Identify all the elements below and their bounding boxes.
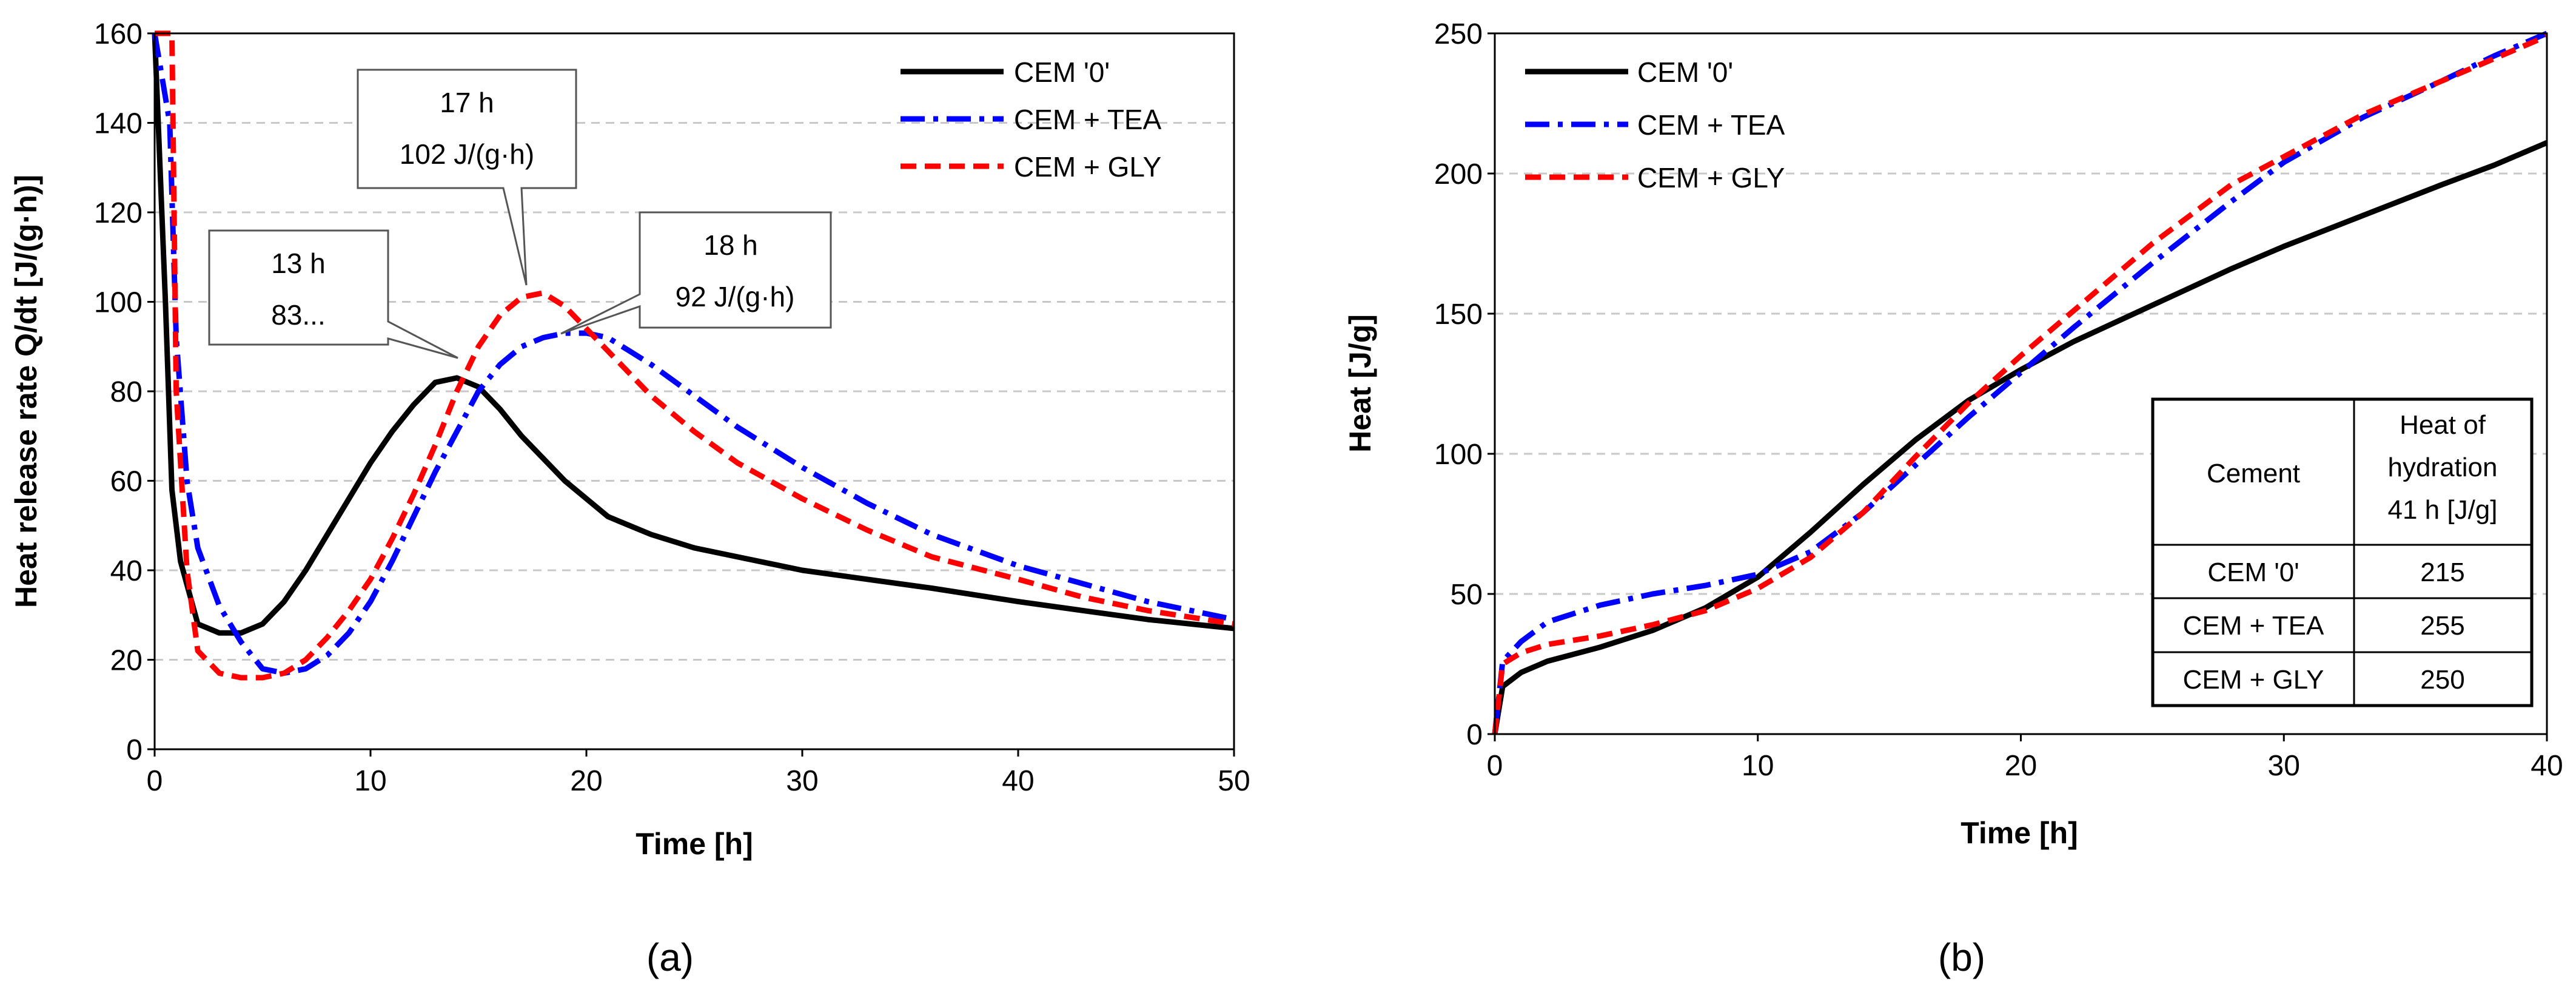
panel-b: 0 50 100 150 200 250 0 10 20 30 40 Time [h] Heat [… [1343, 18, 2563, 979]
callout-18h-line1: 18 h [703, 229, 758, 261]
table-row-1-cement: CEM + TEA [2183, 611, 2324, 641]
xtick-label-1-2: 20 [2005, 750, 2037, 782]
table-row-0-cement: CEM '0' [2207, 558, 2299, 587]
series-line-1-2 [1492, 33, 2548, 735]
ytick-label-0-0: 0 [126, 734, 143, 766]
xtick-label-1-0: 0 [1487, 750, 1503, 782]
ylabel-b: Heat [J/g] [1343, 314, 1377, 453]
callout-17h: 17 h 102 J/(g·h) [357, 69, 577, 286]
ytick-label-1-4: 200 [1434, 158, 1483, 190]
callout-13h-line2: 83... [271, 299, 326, 331]
callout-18h: 18 h 92 J/(g·h) [560, 211, 832, 335]
legend-a: CEM '0' CEM + TEA CEM + GLY [901, 56, 1162, 183]
xtick-label-1-4: 40 [2531, 750, 2563, 782]
table-row-0-heat: 215 [2420, 558, 2464, 587]
legend-b: CEM '0' CEM + TEA CEM + GLY [1525, 56, 1785, 194]
table-row-2-cement: CEM + GLY [2183, 665, 2324, 695]
hydration-table: Cement Heat of hydration 41 h [J/g] CEM … [2151, 397, 2534, 707]
xtick-label-0-5: 50 [1218, 765, 1250, 797]
table-header-heat-line3: 41 h [J/g] [2387, 495, 2497, 525]
table-header-heat-line1: Heat of [2400, 410, 2486, 440]
table-header-heat-line2: hydration [2387, 453, 2497, 482]
legend-b-label-tea: CEM + TEA [1637, 109, 1785, 141]
xtick-label-0-1: 10 [354, 765, 386, 797]
ylabel-a: Heat release rate Q/dt [J/(g·h)] [9, 175, 43, 608]
ytick-label-0-2: 40 [110, 555, 143, 587]
table-header-cement: Cement [2207, 459, 2300, 488]
ytick-label-0-4: 80 [110, 376, 143, 408]
series-line-1-1 [1492, 30, 2548, 735]
series-a [152, 30, 1235, 681]
xtick-label-1-3: 30 [2268, 750, 2300, 782]
callout-17h-box [357, 69, 577, 286]
series-line-0-2 [155, 30, 1235, 681]
ytick-label-1-3: 150 [1434, 298, 1483, 331]
callout-13h: 13 h 83... [208, 229, 458, 359]
ytick-label-1-2: 100 [1434, 439, 1483, 471]
ytick-label-0-8: 160 [94, 18, 143, 50]
xtick-label-0-4: 40 [1002, 765, 1034, 797]
xlabel-a: Time [h] [636, 827, 753, 861]
xtick-label-1-1: 10 [1742, 750, 1774, 782]
legend-b-label-gly: CEM + GLY [1637, 162, 1785, 194]
callout-17h-line1: 17 h [440, 87, 494, 118]
legend-a-label-gly: CEM + GLY [1014, 151, 1161, 183]
ytick-label-0-5: 100 [94, 287, 143, 319]
xtick-label-0-3: 30 [786, 765, 818, 797]
caption-a: (a) [646, 936, 694, 979]
series-b [1492, 30, 2548, 735]
caption-b: (b) [1938, 936, 1985, 979]
xtick-label-0-0: 0 [147, 765, 163, 797]
table-frame [2151, 397, 2534, 707]
ytick-label-0-3: 60 [110, 466, 143, 498]
callout-18h-line2: 92 J/(g·h) [676, 281, 795, 312]
xlabel-b: Time [h] [1961, 816, 2078, 850]
legend-a-label-tea: CEM + TEA [1014, 104, 1162, 135]
ytick-label-0-1: 20 [110, 645, 143, 677]
ytick-label-1-1: 50 [1451, 579, 1483, 611]
callout-13h-line1: 13 h [271, 248, 326, 279]
table-row-1-heat: 255 [2420, 611, 2464, 641]
ticks-b: 0 50 100 150 200 250 0 10 20 30 40 [1434, 18, 2563, 782]
xtick-label-0-2: 20 [570, 765, 602, 797]
ytick-label-1-5: 250 [1434, 18, 1483, 50]
ytick-label-0-6: 120 [94, 197, 143, 229]
ticks-a: 0 20 40 60 80 100 120 140 160 0 10 20 30 40 50 [94, 18, 1250, 797]
callout-17h-line2: 102 J/(g·h) [400, 138, 534, 170]
ytick-label-0-7: 140 [94, 108, 143, 140]
panel-a: 0 20 40 60 80 100 120 140 160 0 10 20 30 40 50 Time [h… [9, 18, 1250, 979]
series-line-0-1 [152, 33, 1235, 676]
callout-13h-box [208, 229, 458, 359]
table-row-2-heat: 250 [2420, 665, 2464, 695]
ytick-label-1-0: 0 [1466, 719, 1483, 751]
legend-b-label-cem0: CEM '0' [1637, 56, 1733, 88]
callout-18h-box [560, 211, 832, 335]
series-line-1-0 [1492, 140, 2548, 735]
legend-a-label-cem0: CEM '0' [1014, 56, 1110, 88]
